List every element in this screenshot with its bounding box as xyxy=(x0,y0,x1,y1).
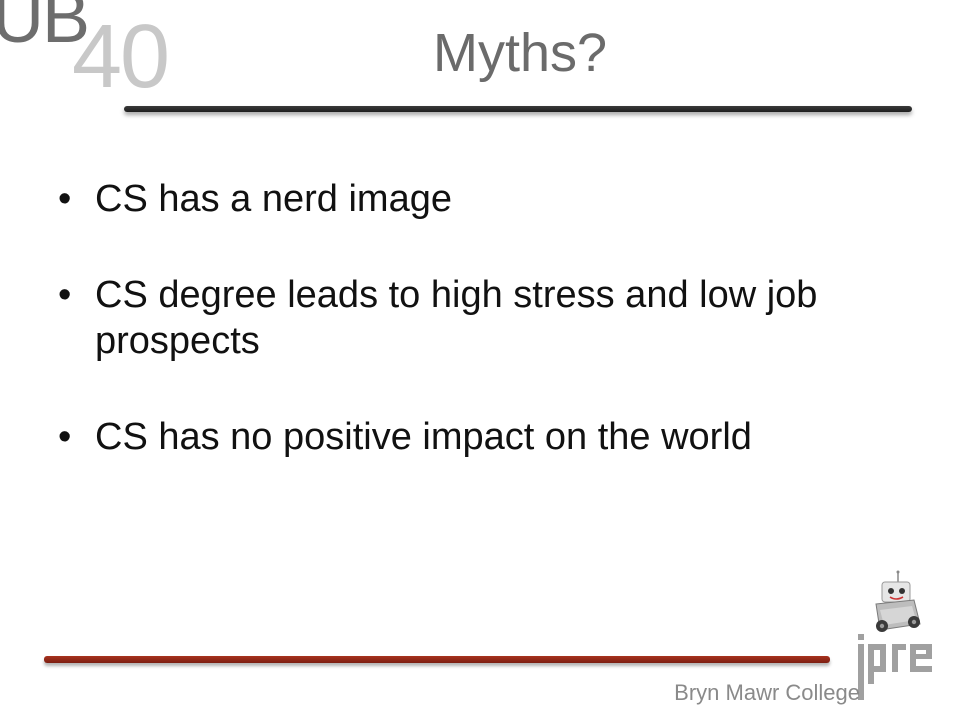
title-divider xyxy=(124,106,912,112)
bullet-marker: • xyxy=(58,178,72,220)
bullet-item-nerd-image: • CS has a nerd image xyxy=(58,176,898,222)
bullet-list: • CS has a nerd image • CS degree leads … xyxy=(58,176,898,510)
bullet-marker: • xyxy=(58,274,72,316)
bullet-text: CS degree leads to high stress and low j… xyxy=(95,274,818,362)
slide-title: Myths? xyxy=(432,23,608,83)
bullet-text: CS has no positive impact on the world xyxy=(95,416,752,458)
bullet-item-stress-job: • CS degree leads to high stress and low… xyxy=(58,272,898,364)
bullet-marker: • xyxy=(58,416,72,458)
logo-ub-text: UB xyxy=(0,0,90,58)
logo-40-text: 40 xyxy=(72,7,170,107)
ipre-logo xyxy=(858,634,932,700)
robot-icon xyxy=(875,570,921,632)
bullet-item-positive-impact: • CS has no positive impact on the world xyxy=(58,414,898,460)
footer-institution: Bryn Mawr College xyxy=(674,680,860,705)
footer-divider xyxy=(44,656,830,663)
bullet-text: CS has a nerd image xyxy=(95,178,452,220)
